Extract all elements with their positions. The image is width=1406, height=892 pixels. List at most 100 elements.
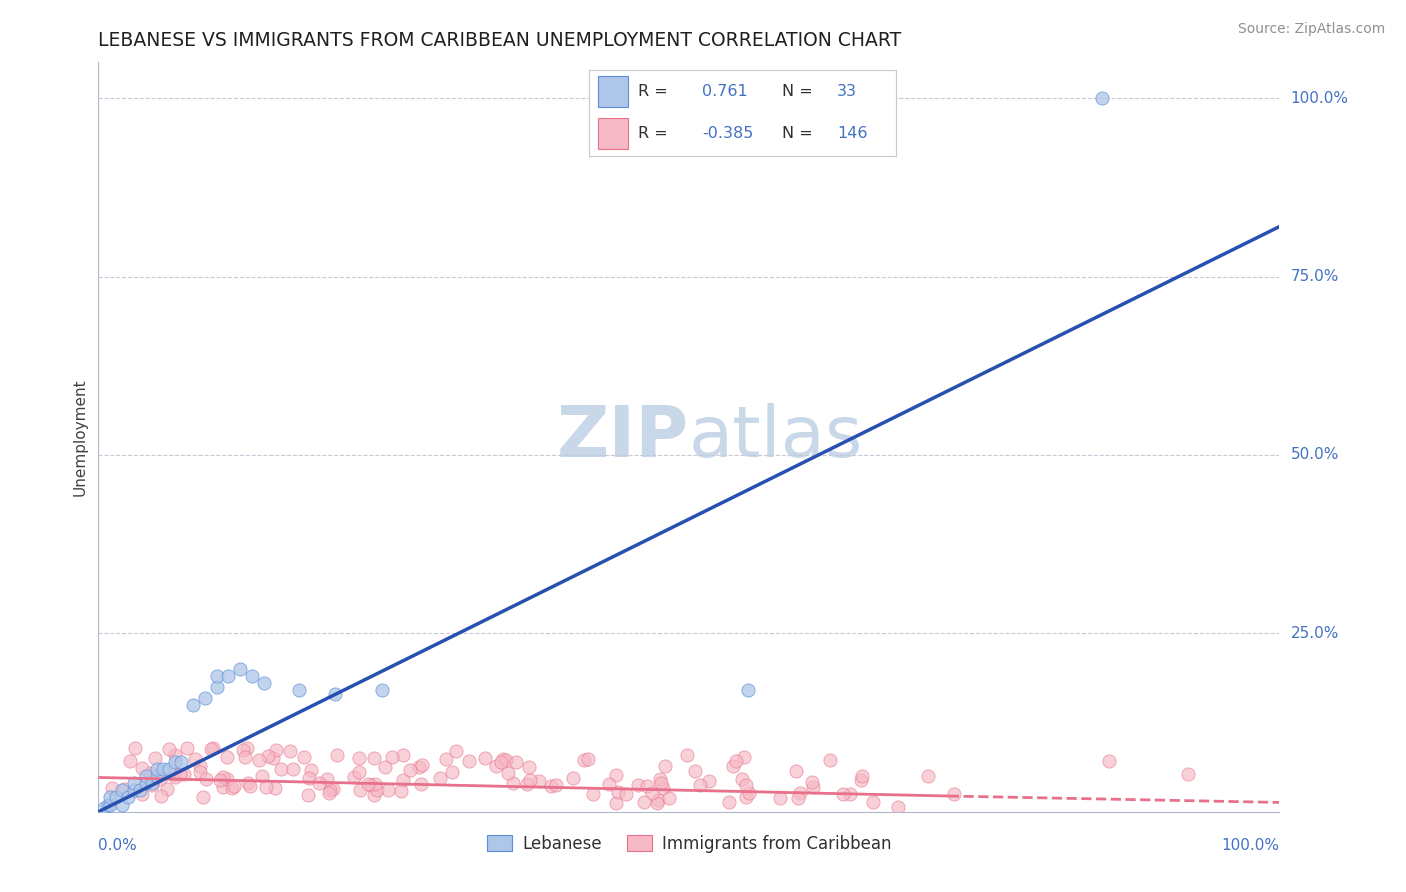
Point [146,762,169,776]
Point [474,750,496,764]
Point [297,788,319,802]
Point [159,742,181,756]
Point [281,762,304,776]
Point [105,790,128,805]
Point [205,669,228,683]
Point [697,774,720,789]
Point [131,761,153,775]
Point [112,781,135,796]
Point [399,763,422,777]
Point [491,756,513,770]
Point [264,780,287,795]
Point [239,779,262,793]
Point [181,698,204,712]
Point [640,786,662,800]
Point [605,768,627,782]
Point [411,758,433,772]
Point [572,753,595,767]
Point [789,786,811,800]
Point [323,687,346,701]
Point [502,776,524,790]
Point [374,760,396,774]
Point [205,680,228,694]
Point [734,750,756,764]
Point [364,777,387,791]
Point [138,765,160,780]
Point [169,767,191,781]
Point [298,771,321,785]
Point [347,751,370,765]
Point [149,772,172,786]
Point [832,787,855,801]
Point [257,749,280,764]
Point [118,754,141,768]
Point [676,748,699,763]
Point [769,791,792,805]
Point [111,783,134,797]
Point [98,797,121,812]
Point [200,741,222,756]
Text: ZIP: ZIP [557,402,689,472]
Y-axis label: Unemployment: Unemployment [72,378,87,496]
Point [173,766,195,780]
Point [188,764,211,779]
Point [606,785,628,799]
Point [516,777,538,791]
Point [582,787,605,801]
Point [377,783,399,797]
Point [163,747,186,762]
Text: atlas: atlas [689,402,863,472]
Point [648,772,671,786]
Point [149,789,172,803]
Point [492,752,515,766]
Point [496,766,519,780]
Point [647,793,669,807]
Point [457,754,479,768]
Point [131,787,153,801]
Point [605,796,627,810]
Point [288,683,311,698]
Point [122,783,145,797]
Point [217,669,239,683]
Point [391,772,413,787]
Point [278,743,301,757]
Point [170,755,193,769]
Point [527,774,550,789]
Text: 100.0%: 100.0% [1222,838,1279,853]
Point [254,780,277,795]
Point [249,753,271,767]
Point [221,780,243,795]
Point [135,769,157,783]
Point [633,796,655,810]
Point [97,797,120,812]
Point [650,775,672,789]
Point [250,769,273,783]
Point [325,748,347,763]
Point [616,788,638,802]
Point [576,751,599,765]
Point [1098,755,1121,769]
Point [721,758,744,772]
Point [734,789,756,804]
Point [146,769,169,783]
Text: 75.0%: 75.0% [1291,269,1339,284]
Point [349,764,371,779]
Point [349,782,371,797]
Point [851,769,873,783]
Point [627,778,650,792]
Point [658,791,681,805]
Point [838,787,860,801]
Text: Source: ZipAtlas.com: Source: ZipAtlas.com [1237,22,1385,37]
Point [93,801,115,815]
Point [212,770,235,784]
Point [100,780,122,795]
Point [262,751,284,765]
Point [157,762,180,776]
Point [360,778,382,792]
Point [943,787,966,801]
Point [598,776,620,790]
Point [495,753,517,767]
Point [240,669,263,683]
Point [1091,91,1114,105]
Point [519,772,541,787]
